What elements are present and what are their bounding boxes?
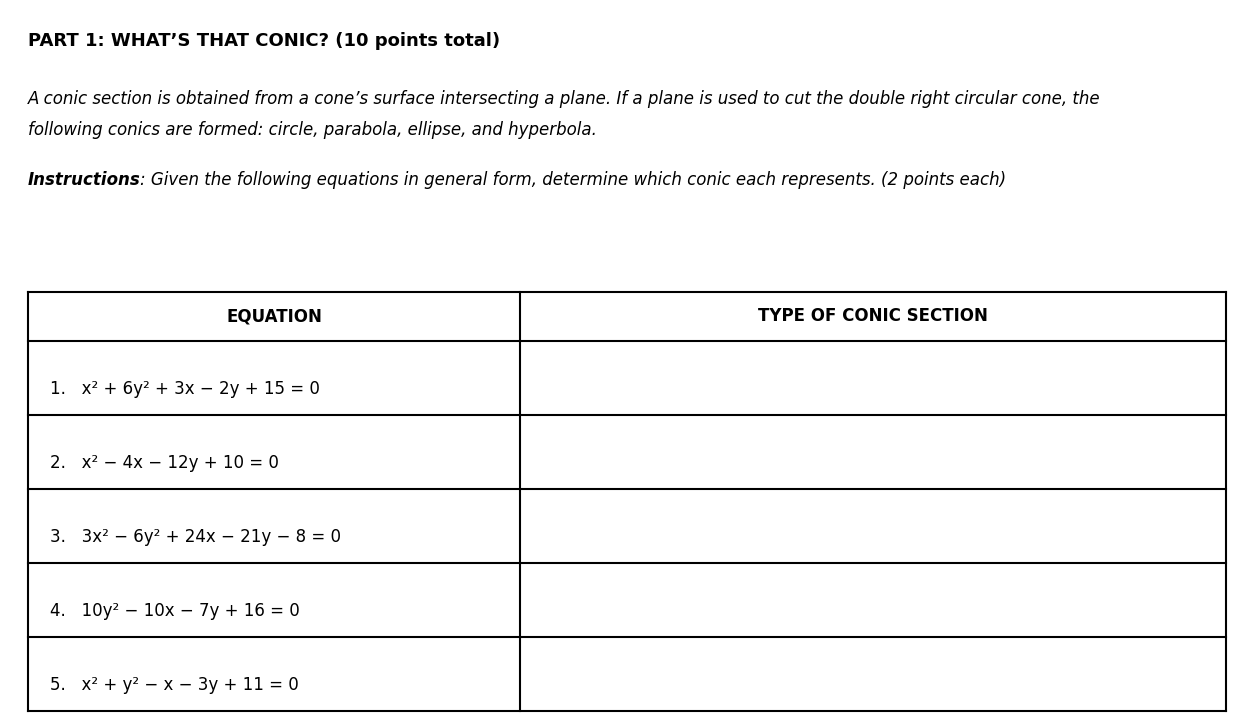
- Text: TYPE OF CONIC SECTION: TYPE OF CONIC SECTION: [759, 307, 988, 325]
- Text: 1.   x² + 6y² + 3x − 2y + 15 = 0: 1. x² + 6y² + 3x − 2y + 15 = 0: [50, 379, 320, 397]
- Text: EQUATION: EQUATION: [226, 307, 322, 325]
- Text: 5.   x² + y² − x − 3y + 11 = 0: 5. x² + y² − x − 3y + 11 = 0: [50, 676, 298, 694]
- Text: : Given the following equations in general form, determine which conic each repr: : Given the following equations in gener…: [140, 171, 1007, 189]
- Text: A conic section is obtained from a cone’s surface intersecting a plane. If a pla: A conic section is obtained from a cone’…: [28, 90, 1100, 108]
- Text: 2.   x² − 4x − 12y + 10 = 0: 2. x² − 4x − 12y + 10 = 0: [50, 454, 280, 472]
- Text: PART 1: WHAT’S THAT CONIC? (10 points total): PART 1: WHAT’S THAT CONIC? (10 points to…: [28, 32, 499, 50]
- Text: Instructions: Instructions: [28, 171, 140, 189]
- Text: 4.   10y² − 10x − 7y + 16 = 0: 4. 10y² − 10x − 7y + 16 = 0: [50, 602, 300, 620]
- Text: following conics are formed: circle, parabola, ellipse, and hyperbola.: following conics are formed: circle, par…: [28, 121, 597, 139]
- Text: 3.   3x² − 6y² + 24x − 21y − 8 = 0: 3. 3x² − 6y² + 24x − 21y − 8 = 0: [50, 528, 341, 546]
